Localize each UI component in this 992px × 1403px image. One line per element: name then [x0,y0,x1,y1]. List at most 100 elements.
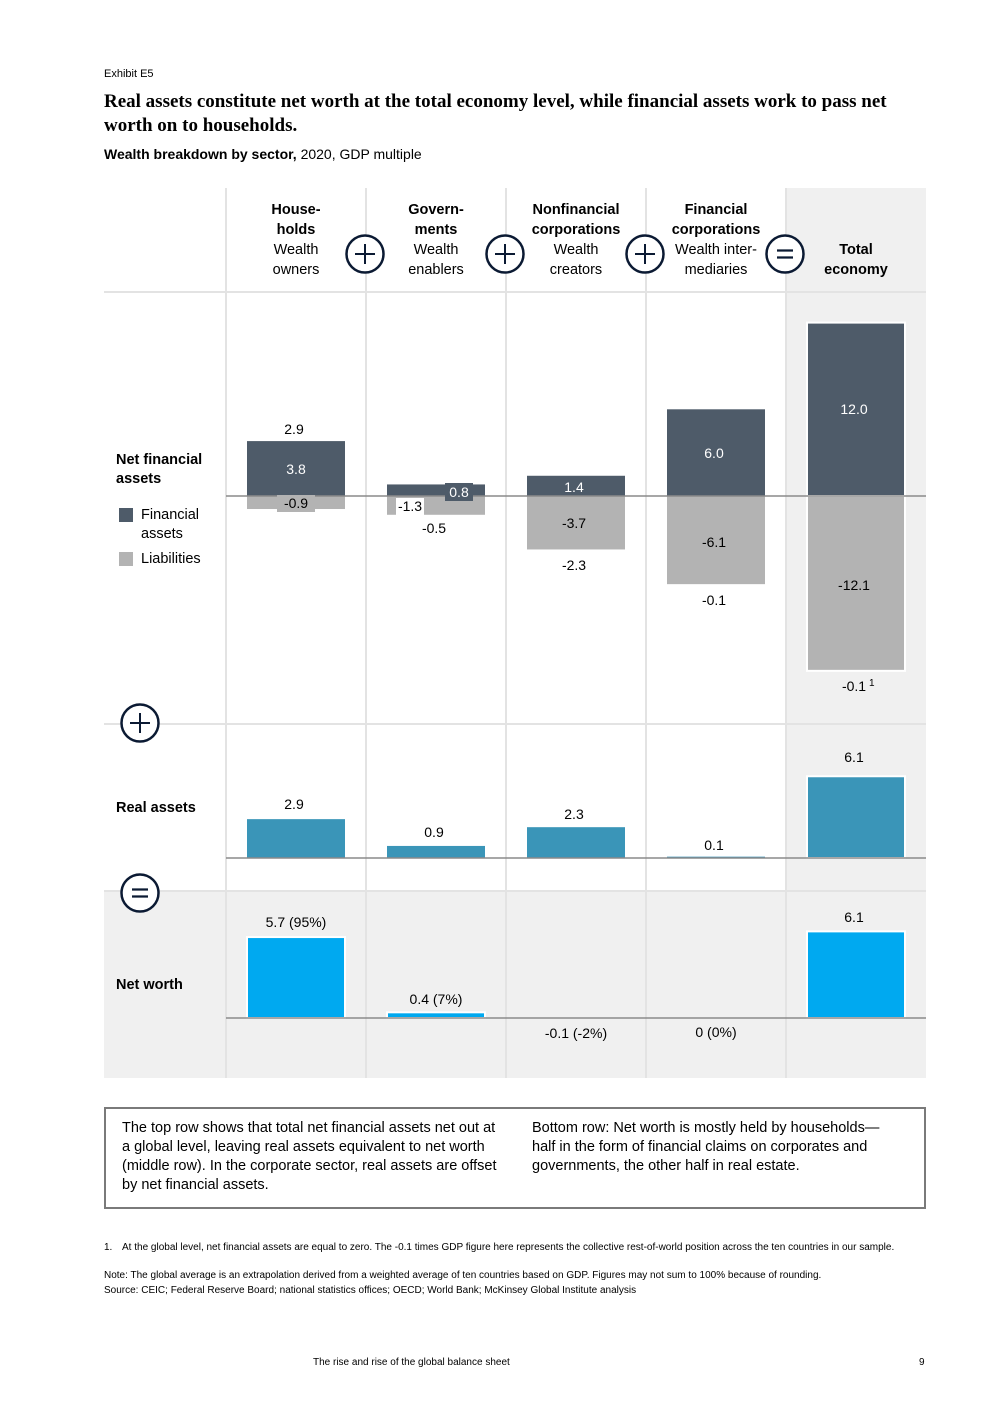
label-background [277,495,315,512]
real-assets-bar [387,845,485,858]
net-financial-value-label: -0.1 [842,678,866,694]
net-worth-bar [386,1011,486,1020]
footnote-note: Note: The global average is an extrapola… [104,1270,822,1281]
liabilities-bar [806,495,906,672]
net-worth-value-label: 0 (0%) [695,1024,736,1040]
plus-icon [485,234,525,274]
column-title-line: Nonfinancial [532,202,620,218]
column-title-line: corporations [531,222,621,238]
grid-lines [104,188,926,1078]
financial-assets-value-label: 3.8 [286,461,306,477]
liabilities-value-label: -3.7 [562,515,586,531]
column-title-line: corporations [671,222,761,238]
net-worth-value-label: 6.1 [844,909,864,925]
real-assets-bar [527,827,625,858]
column-subtitle-line: Wealth inter- [675,242,757,258]
column-header: Financial corporations Wealth inter-mediar… [651,200,781,280]
financial-assets-bar [527,475,625,496]
subtitle-rest: 2020, GDP multiple [296,146,422,162]
row-label-line: Net financial [116,452,203,468]
real-assets-value-label: 0.9 [424,824,444,840]
footnote-1: 1. At the global level, net financial as… [104,1241,934,1255]
column-subtitle-line: mediaries [684,262,748,278]
column-subtitle-line: Wealth [413,242,459,258]
net-worth-value-label: -0.1 (-2%) [545,1025,607,1041]
row-label-line: assets [116,471,162,487]
column-header: House-holds Wealth owners [231,200,361,280]
financial-assets-bar [247,441,345,496]
column-subtitle-line: Wealth [553,242,599,258]
legend-label-financial-assets: Financial assets [141,506,199,544]
net-worth-value-label: 5.7 (95%) [266,914,327,930]
legend-swatch-financial-assets [119,508,133,522]
column-title-line: Total [839,242,873,258]
column-header: Nonfinancial corporations Wealth creators [511,200,641,280]
footer-title: The rise and rise of the global balance … [313,1357,510,1368]
net-worth-row-band [104,892,926,1078]
exhibit-label: Exhibit E5 [104,68,154,80]
column-header: Govern-ments Wealth enablers [371,200,501,280]
liabilities-bar [667,496,765,585]
net-financial-value-label: -0.1 [702,592,726,608]
chart-subtitle: Wealth breakdown by sector, 2020, GDP mu… [104,146,422,162]
equals-icon [765,234,805,274]
net-worth-bar [246,936,346,1019]
chart-marks: 3.8 0.8 1.4 6.0 12.0 -0.9 -1.3 -3.7 -6.1 -12.1 2.9… [226,321,926,1041]
plus-icon [625,234,665,274]
footnote-1-marker: 1. [104,1242,113,1253]
subtitle-bold: Wealth breakdown by sector, [104,146,297,162]
liabilities-value-label: -0.9 [284,495,308,511]
legend-swatch-liabilities [119,552,133,566]
column-subtitle-line: enablers [408,262,464,278]
financial-assets-bar [806,321,906,497]
column-title-line: holds [276,222,316,238]
column-title-line: ments [414,222,458,238]
row-label-real-assets: Real assets [116,800,196,816]
legend-label-liabilities: Liabilities [141,551,201,567]
legend-line: assets [141,526,183,542]
notes-box: The top row shows that total net financi… [104,1107,926,1209]
plus-icon [120,703,160,743]
column-subtitle-line: owners [272,262,320,278]
column-title-line: House- [271,202,321,218]
net-financial-value-label: -0.5 [422,520,446,536]
net-financial-value-label: 2.9 [284,421,304,437]
financial-assets-bar [667,409,765,496]
liabilities-value-label: -12.1 [838,577,870,593]
column-subtitle-line: creators [549,262,603,278]
real-assets-bar [247,819,345,858]
footnote-source: Source: CEIC; Federal Reserve Board; nat… [104,1285,637,1296]
row-label-net-worth: Net worth [116,977,183,993]
column-title-line: Govern- [408,202,464,218]
equals-icon [120,873,160,913]
chart-title: Real assets constitute net worth at the … [104,91,887,136]
legend-line: Financial [141,507,200,523]
net-worth-bar [806,930,906,1020]
note-left: The top row shows that total net financi… [122,1120,497,1193]
footnote-1-text: At the global level, net financial asset… [122,1242,895,1253]
financial-assets-value-label: 6.0 [704,445,724,461]
net-worth-value-label: 0.4 (7%) [410,991,463,1007]
page-number: 9 [919,1357,925,1368]
column-title-line: Financial [684,202,748,218]
net-financial-value-label: -2.3 [562,557,586,573]
liabilities-value-label: -1.3 [398,498,422,514]
footnote-marker: 1 [869,678,875,689]
liabilities-value-label: -6.1 [702,534,726,550]
note-right: Bottom row: Net worth is mostly held by … [532,1120,880,1174]
financial-assets-value-label: 1.4 [564,479,584,495]
financial-assets-bar [387,484,485,496]
column-header: Total economy [791,240,921,280]
label-background [396,498,424,515]
label-background [445,483,473,501]
financial-assets-value-label: 0.8 [449,484,469,500]
liabilities-bar [527,496,625,550]
plus-icon [345,234,385,274]
column-subtitle-line: Wealth [273,242,319,258]
real-assets-value-label: 2.3 [564,806,584,822]
column-title-line: economy [824,262,888,278]
real-assets-value-label: 6.1 [844,749,864,765]
financial-assets-value-label: 12.0 [840,401,867,417]
real-assets-bar [806,775,906,860]
row-label-net-financial-assets: Net financial assets [116,451,202,489]
